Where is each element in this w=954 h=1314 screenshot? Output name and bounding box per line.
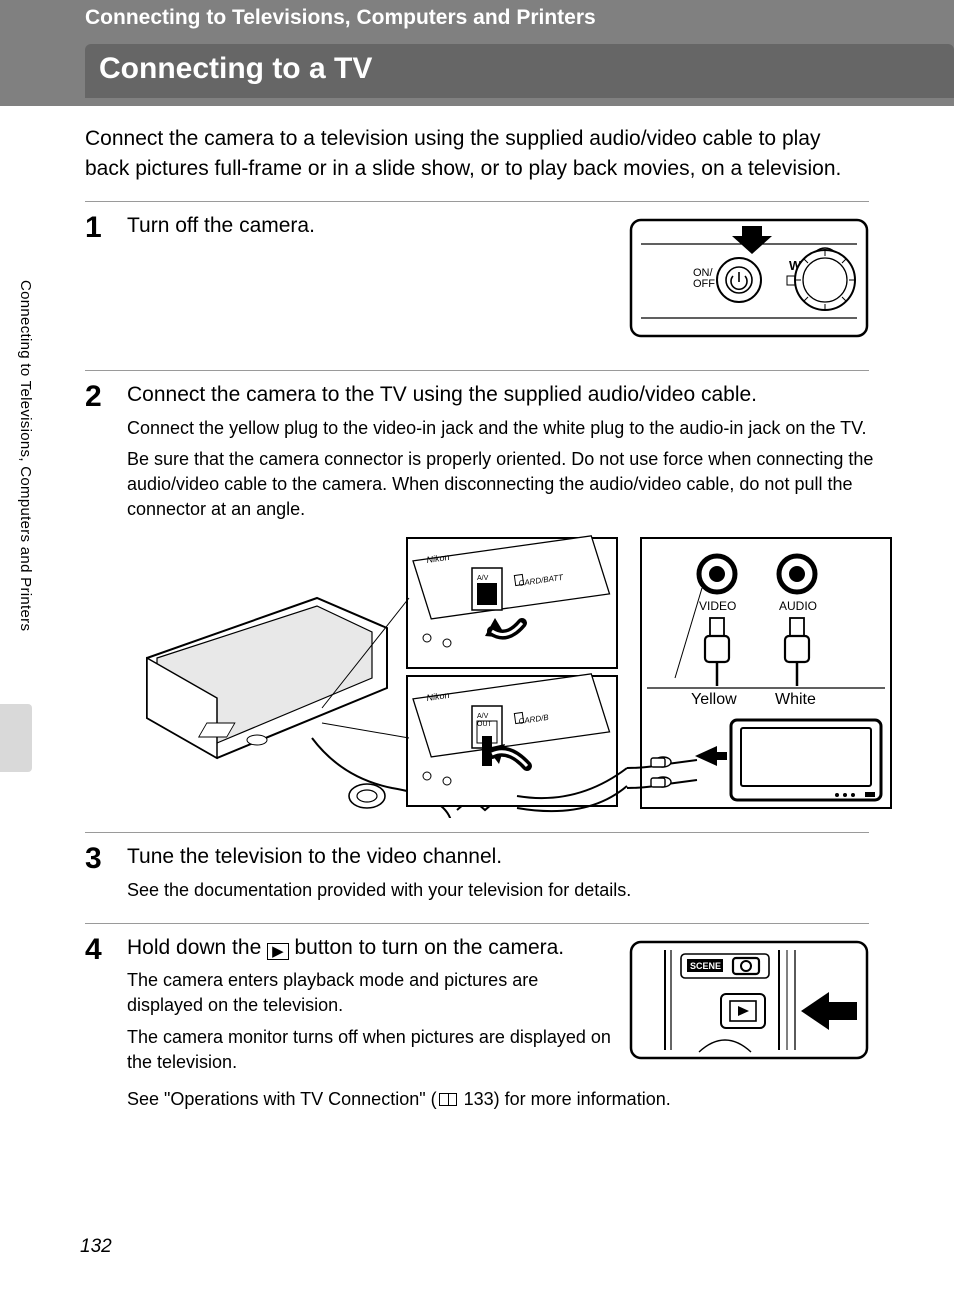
step-1: 1 Turn off the camera. ON/OFF W [85,201,869,370]
step-number: 4 [85,934,127,966]
manual-page-icon [439,1093,457,1106]
page-title: Connecting to a TV [99,52,940,86]
steps-list: 1 Turn off the camera. ON/OFF W [0,201,954,1132]
page-title-box: Connecting to a TV [85,44,954,98]
step-heading: Hold down the ▶ button to turn on the ca… [127,934,611,962]
sidebar-section-label: Connecting to Televisions, Computers and… [17,280,34,631]
svg-text:OUT: OUT [477,721,493,728]
header-band: Connecting to Televisions, Computers and… [0,0,954,106]
step-paragraph: See the documentation provided with your… [127,878,869,903]
section-title: Connecting to Televisions, Computers and… [85,6,954,40]
step-2: 2 Connect the camera to the TV using the… [85,370,869,832]
step-4: 4 Hold down the ▶ button to turn on the … [85,923,869,1132]
on-off-label: ON/OFF [693,267,715,290]
figure-playback-button: SCENE [629,940,869,1081]
sidebar-tab [0,704,32,772]
step-3: 3 Tune the television to the video chann… [85,832,869,923]
video-label: VIDEO [699,599,736,613]
page-number: 132 [80,1236,112,1258]
step-paragraph: Be sure that the camera connector is pro… [127,447,897,523]
step-number: 2 [85,381,127,413]
yellow-label: Yellow [691,691,737,708]
step-number: 1 [85,212,127,244]
figure-cable-connection: Nikon A/V OUT CARD/BATT [127,528,897,818]
intro-text: Connect the camera to a television using… [0,106,954,201]
svg-text:A/V: A/V [477,575,489,582]
step-paragraph: See "Operations with TV Connection" ( 13… [127,1087,869,1112]
step-paragraph: The camera enters playback mode and pict… [127,968,611,1018]
figure-camera-top: ON/OFF W [629,218,869,338]
white-label: White [775,691,816,708]
step-paragraph: The camera monitor turns off when pictur… [127,1025,611,1075]
step-heading: Tune the television to the video channel… [127,843,869,871]
scene-label: SCENE [690,961,721,971]
svg-text:A/V: A/V [477,713,489,720]
audio-label: AUDIO [779,599,817,613]
step-heading: Connect the camera to the TV using the s… [127,381,897,409]
svg-text:OUT: OUT [477,583,493,590]
playback-icon: ▶ [267,943,289,960]
step-paragraph: Connect the yellow plug to the video-in … [127,416,897,441]
step-number: 3 [85,843,127,875]
